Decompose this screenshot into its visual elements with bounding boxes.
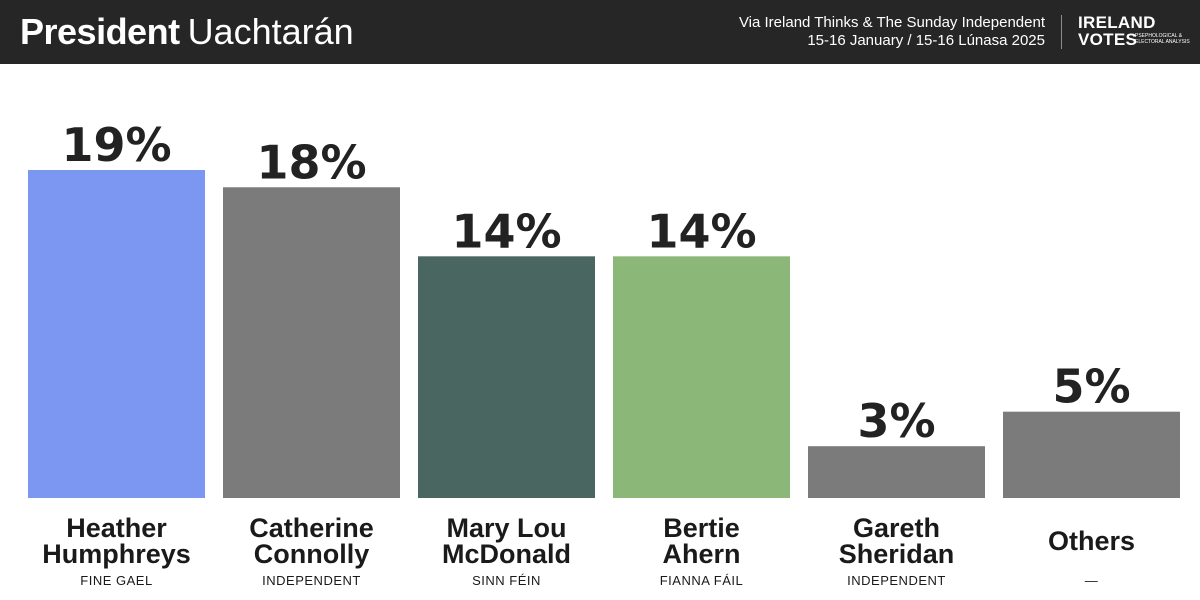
category-label-5-line-2: Sheridan [839,539,955,569]
category-label-3-line-2: McDonald [442,539,571,569]
category-label-1-line-1: Heather [66,513,167,543]
header-bar: President Uachtarán Via Ireland Thinks & … [0,0,1200,64]
bar-value-label-4: 14% [646,204,756,258]
bar-1 [28,170,205,498]
source-note: Via Ireland Thinks & The Sunday Independ… [739,14,1045,50]
source-line-1: Via Ireland Thinks & The Sunday Independ… [738,14,1045,31]
bar-2 [223,187,400,498]
title-sub: Uachtarán [187,11,354,52]
ireland-votes-logo: IRELAND VOTES Psephological & Electoral … [1078,13,1190,50]
bar-value-label-3: 14% [451,204,561,258]
party-label-6: — [1085,573,1099,588]
party-label-1: FINE GAEL [80,573,152,588]
logo-line-2: VOTES [1078,30,1138,49]
party-label-4: FIANNA FÁIL [660,573,744,588]
bar-value-label-5: 3% [857,394,935,448]
bar-value-label-2: 18% [256,135,366,189]
title-main: President [20,11,180,52]
category-label-2-line-2: Connolly [254,539,370,569]
bar-4 [613,256,790,498]
party-label-5: INDEPENDENT [847,573,946,588]
category-label-3-line-1: Mary Lou [446,513,566,543]
party-label-3: SINN FÉIN [472,573,541,588]
bar-3 [418,256,595,498]
category-label-4-line-1: Bertie [663,513,740,543]
category-label-4-line-2: Ahern [662,539,740,569]
category-label-1-line-2: Humphreys [42,539,191,569]
category-label-5-line-1: Gareth [853,513,940,543]
header-divider [1061,15,1062,49]
bar-value-label-6: 5% [1052,360,1130,414]
category-label-6-line-1: Others [1048,526,1135,556]
category-label-2-line-1: Catherine [249,513,374,543]
page-title: President Uachtarán [20,10,354,54]
bar-5 [808,446,985,498]
logo-line-1: IRELAND [1078,13,1156,32]
bar-value-label-1: 19% [61,118,171,172]
logo-tagline: Psephological & Electoral Analysis [1135,33,1190,45]
party-label-2: INDEPENDENT [262,573,361,588]
bar-6 [1003,411,1180,498]
source-line-2: 15-16 January / 15-16 Lúnasa 2025 [807,32,1045,49]
